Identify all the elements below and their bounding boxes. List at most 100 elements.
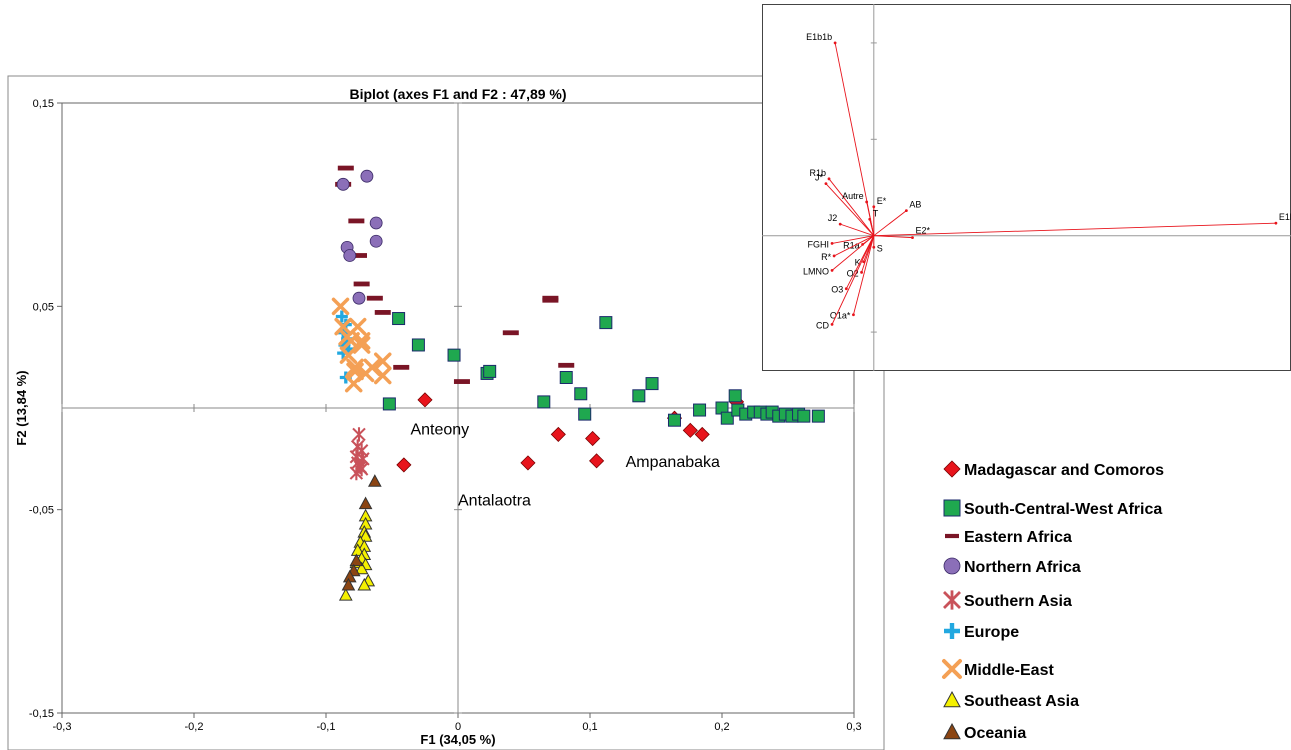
loading-vector-label: E*: [877, 196, 887, 206]
loading-vector-tip: [833, 41, 837, 45]
loading-vector: [828, 178, 875, 236]
point-southern-asia: [349, 465, 364, 481]
loading-vector-tip: [872, 205, 876, 209]
loading-vector-tip: [911, 236, 914, 240]
loading-vector-tip: [852, 313, 855, 317]
point-middle-east: [331, 297, 350, 316]
point-madagascar-and-comoros: [417, 392, 433, 408]
point-eastern-africa: [351, 253, 367, 258]
annotations-layer: Anteony Antalaotra Ampanabaka: [410, 421, 720, 509]
point-eastern-africa: [453, 379, 470, 384]
point-southeast-asia: [338, 588, 353, 601]
point-southeast-asia: [357, 577, 372, 591]
legend-marker: [943, 460, 961, 478]
point-middle-east: [339, 346, 358, 364]
legend-label: Middle-East: [964, 662, 1054, 679]
point-oceania: [368, 474, 382, 487]
loading-vector: [833, 235, 875, 257]
loading-vector-label: CD: [816, 320, 829, 330]
point-middle-east: [344, 374, 363, 393]
loading-vector-label: Autre: [842, 191, 864, 201]
point-south-central-west-africa: [578, 407, 592, 421]
point-south-central-west-africa: [667, 413, 681, 427]
point-south-central-west-africa: [447, 348, 461, 362]
point-south-central-west-africa: [599, 316, 613, 330]
loading-vector-label: AB: [909, 200, 921, 210]
point-middle-east: [352, 332, 371, 350]
loading-vector: [853, 235, 875, 315]
point-northern-africa: [369, 234, 383, 248]
legend-label: Europe: [964, 624, 1019, 641]
x-tick-label: 0: [455, 721, 461, 733]
loading-vector-label: O2: [847, 268, 859, 278]
loading-vector-label: J*: [815, 173, 824, 183]
loading-vector: [873, 222, 1276, 237]
loading-vector-tip: [1274, 221, 1278, 225]
loading-vector-label: S: [877, 243, 883, 253]
point-europe: [335, 310, 348, 323]
loading-vector-label: E1b1b: [806, 32, 832, 42]
loading-vector-tip: [832, 254, 836, 258]
point-eastern-africa: [502, 330, 519, 336]
point-south-central-west-africa: [559, 371, 573, 384]
loading-vector-label: R*: [821, 252, 831, 262]
point-oceania: [358, 496, 373, 510]
point-eastern-africa: [366, 295, 383, 301]
x-tick-label: -0,2: [185, 721, 204, 733]
loading-vector-label: O1a*: [830, 311, 851, 321]
loading-vector-tip: [838, 222, 842, 226]
point-south-central-west-africa: [537, 395, 551, 409]
loading-vector-tip: [865, 200, 869, 204]
y-axis-label: F2 (13,84 %): [14, 370, 29, 445]
legend-marker: [943, 690, 961, 708]
point-south-central-west-africa: [411, 338, 425, 352]
loading-vector-tip: [830, 268, 834, 272]
loading-vector-label: R1b: [809, 168, 826, 178]
x-tick-label: 0,2: [714, 721, 729, 733]
point-eastern-africa: [353, 281, 370, 287]
point-south-central-west-africa: [632, 389, 646, 403]
loading-vector-tip: [872, 245, 876, 249]
legend-marker: [945, 533, 959, 539]
y-tick-label: 0,05: [33, 301, 54, 313]
legend-label: Southeast Asia: [964, 693, 1079, 710]
loading-vector: [825, 183, 875, 236]
legend-label: Madagascar and Comoros: [964, 462, 1164, 479]
y-tick-label: -0,05: [29, 505, 54, 517]
point-oceania: [349, 553, 364, 567]
x-axis-label: F1 (34,05 %): [420, 732, 495, 747]
loading-vector-label: T: [873, 208, 879, 218]
point-madagascar-and-comoros: [550, 426, 566, 442]
point-northern-africa: [369, 216, 383, 230]
point-middle-east: [334, 317, 352, 336]
point-eastern-africa: [393, 364, 410, 370]
legend-marker: [943, 499, 961, 517]
x-tick-label: 0,1: [582, 721, 597, 733]
point-oceania: [341, 577, 356, 591]
point-south-central-west-africa: [720, 411, 734, 425]
loading-vector: [873, 210, 907, 237]
legend-label: Eastern Africa: [964, 529, 1072, 546]
loading-vector-tip: [830, 322, 834, 326]
loading-vector: [831, 235, 875, 325]
point-south-central-west-africa: [645, 377, 659, 391]
legend: Madagascar and Comoros South-Central-West…: [942, 460, 1164, 742]
point-southern-asia: [352, 427, 366, 442]
point-south-central-west-africa: [392, 312, 406, 326]
loading-vector-tip: [824, 182, 828, 186]
point-northern-africa: [360, 169, 374, 183]
axes-layer: -0,3 -0,2 -0,1 0 0,1 0,2 0,3 -0,15 -0,05 0,05 0,15: [29, 98, 862, 733]
loading-vector: [840, 223, 874, 237]
points-layer: [331, 165, 825, 601]
point-eastern-africa: [374, 310, 391, 315]
x-tick-label: 0,3: [846, 721, 861, 733]
loading-vector-label: R1a: [843, 240, 860, 250]
point-south-central-west-africa: [483, 364, 497, 378]
legend-label: Southern Asia: [964, 593, 1072, 610]
point-northern-africa: [343, 249, 357, 262]
annotation-label: Ampanabaka: [626, 454, 720, 471]
point-south-central-west-africa: [728, 389, 742, 403]
